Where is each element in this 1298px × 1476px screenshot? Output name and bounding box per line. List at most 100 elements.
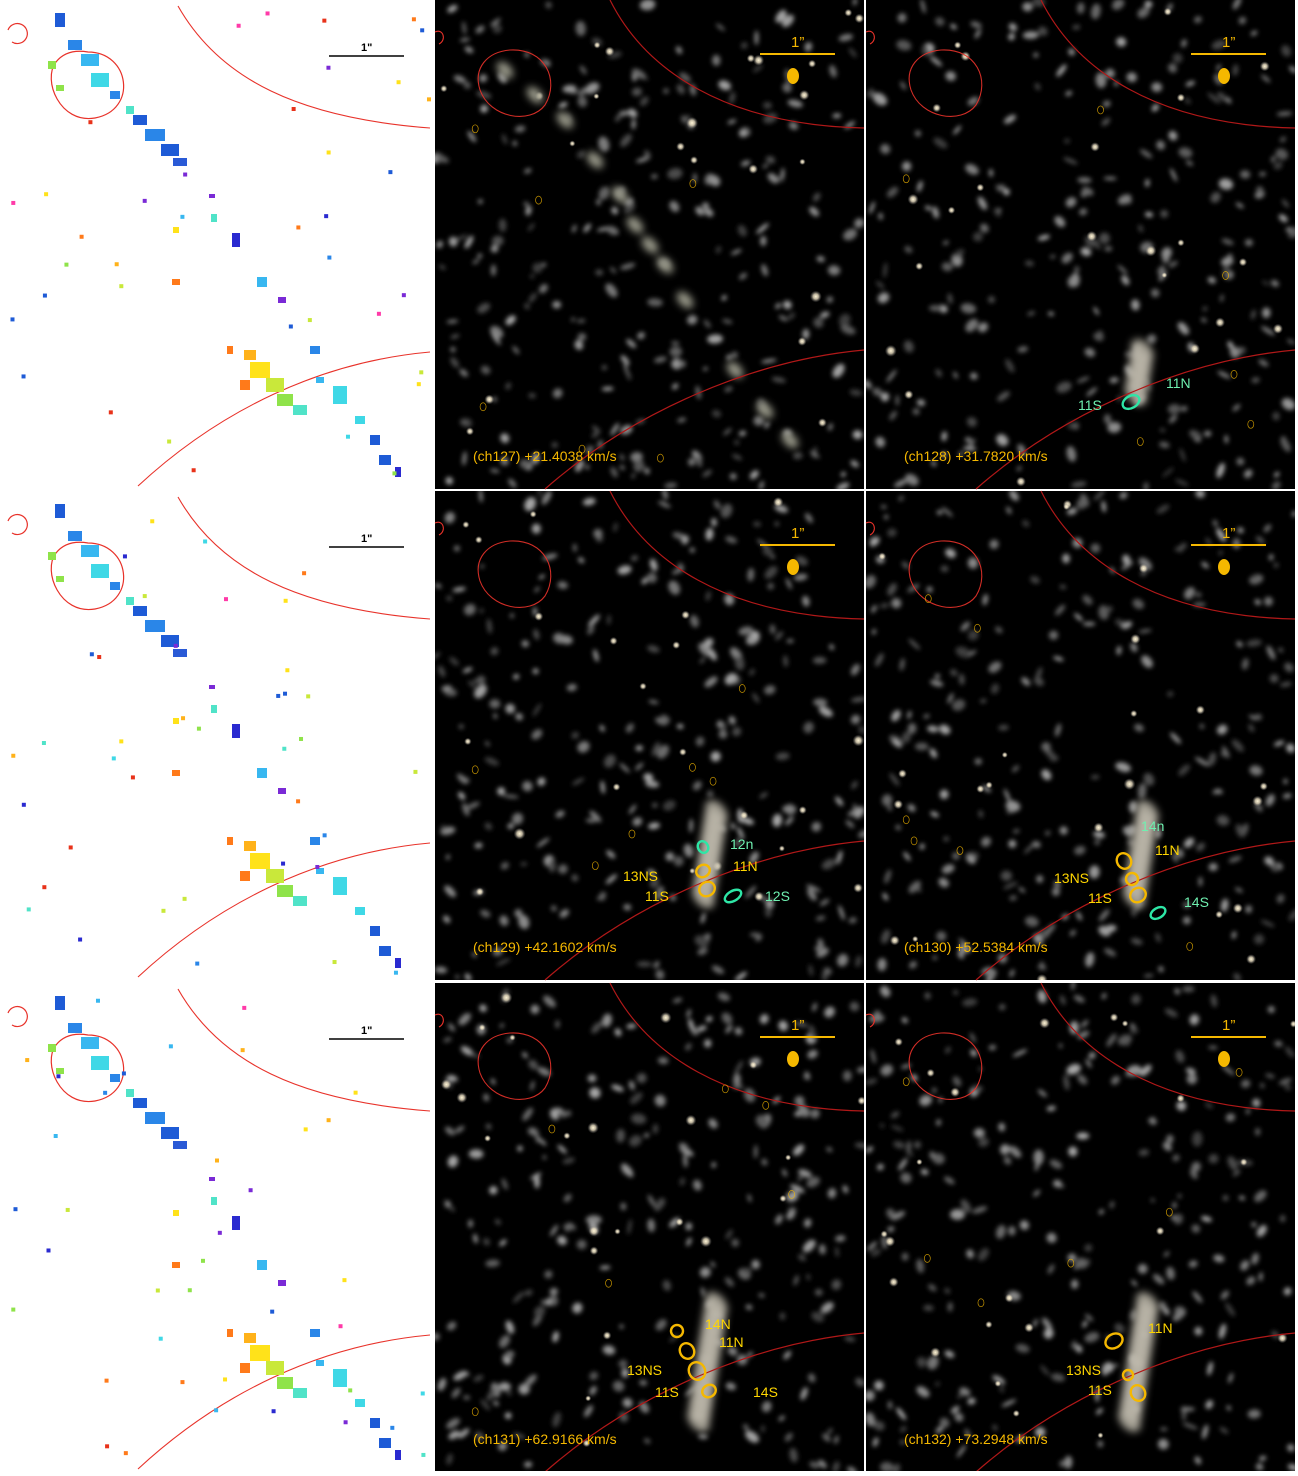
- region-circle: [477, 1032, 552, 1100]
- noise-blob: [620, 1202, 627, 1211]
- bright-speck: [1252, 795, 1264, 807]
- noise-blob: [1286, 339, 1295, 345]
- noise-blob: [705, 590, 711, 601]
- noise-blob: [689, 818, 694, 833]
- velocity-pixel: [277, 885, 293, 897]
- noise-blob: [936, 931, 947, 942]
- velocity-pixel: [392, 471, 397, 476]
- noise-blob: [936, 1119, 942, 1126]
- noise-blob: [1040, 1365, 1050, 1376]
- noise-blob: [974, 29, 981, 39]
- noise-blob: [1006, 506, 1012, 515]
- noise-blob: [1138, 557, 1152, 571]
- noise-blob: [572, 1302, 583, 1314]
- noise-blob: [503, 794, 519, 799]
- noise-blob: [765, 899, 775, 909]
- noise-blob: [905, 1150, 914, 1157]
- region-circle: [50, 1033, 125, 1103]
- noise-blob: [648, 699, 659, 705]
- noise-blob: [1189, 1014, 1200, 1026]
- noise-blob: [749, 470, 759, 480]
- noise-blob: [1216, 462, 1225, 478]
- velocity-pixel: [419, 370, 424, 375]
- noise-blob: [1210, 994, 1218, 1008]
- noise-blob: [447, 1155, 459, 1168]
- velocity-pixel: [316, 1360, 324, 1366]
- noise-blob: [548, 858, 556, 873]
- noise-blob: [747, 568, 755, 582]
- noise-blob: [1260, 1082, 1265, 1089]
- noise-blob: [529, 274, 535, 279]
- noise-blob: [866, 1412, 876, 1427]
- noise-blob: [655, 885, 665, 901]
- noise-blob: [676, 724, 684, 729]
- contour-ring: [628, 829, 636, 839]
- velocity-pixel: [227, 837, 233, 845]
- noise-blob: [562, 1157, 575, 1164]
- velocity-pixel: [104, 1378, 109, 1383]
- bright-speck: [1001, 751, 1008, 758]
- bright-speck: [587, 1122, 599, 1134]
- noise-blob: [998, 184, 1005, 191]
- noise-blob: [804, 1218, 812, 1228]
- noise-blob: [811, 821, 822, 832]
- noise-blob: [1003, 1156, 1012, 1165]
- noise-blob: [792, 452, 803, 460]
- velocity-pixel: [421, 1452, 426, 1457]
- noise-blob: [656, 744, 670, 759]
- noise-blob: [1008, 32, 1015, 41]
- velocity-pixel: [42, 885, 47, 890]
- critical-curve-top: [177, 988, 431, 1112]
- noise-blob: [1051, 887, 1060, 897]
- noise-blob: [1220, 294, 1224, 302]
- noise-blob: [698, 642, 711, 657]
- component-label: 11S: [645, 888, 669, 904]
- noise-blob: [530, 1080, 535, 1091]
- noise-blob: [435, 652, 441, 660]
- noise-blob: [890, 734, 898, 741]
- velocity-pixel: [145, 1112, 165, 1124]
- noise-blob: [875, 436, 886, 448]
- noise-blob: [636, 961, 652, 967]
- noise-blob: [832, 1461, 840, 1472]
- noise-blob: [577, 333, 587, 341]
- noise-blob: [609, 266, 617, 274]
- noise-blob: [1260, 920, 1275, 927]
- noise-blob: [932, 1153, 945, 1165]
- noise-blob: [1063, 157, 1078, 165]
- noise-blob: [866, 1241, 878, 1251]
- noise-blob: [835, 1246, 839, 1258]
- noise-blob: [527, 223, 535, 232]
- noise-blob: [486, 1388, 496, 1401]
- noise-blob: [687, 457, 696, 466]
- noise-blob: [1088, 1052, 1096, 1059]
- noise-blob: [499, 915, 509, 926]
- noise-blob: [901, 161, 912, 172]
- noise-blob: [1130, 938, 1143, 945]
- noise-blob: [1278, 647, 1284, 653]
- velocity-pixel: [145, 620, 165, 632]
- velocity-pixel: [55, 996, 65, 1010]
- noise-blob: [524, 1461, 533, 1468]
- noise-blob: [887, 1226, 895, 1233]
- noise-blob: [607, 614, 611, 625]
- noise-blob: [1221, 1065, 1235, 1076]
- noise-blob: [716, 720, 723, 728]
- noise-blob: [589, 1371, 599, 1381]
- noise-blob: [1098, 232, 1110, 244]
- noise-blob: [1021, 677, 1031, 686]
- velocity-pixel: [345, 434, 350, 439]
- noise-blob: [1201, 1216, 1212, 1222]
- noise-blob: [1220, 751, 1228, 757]
- bright-speck: [1097, 1432, 1104, 1439]
- noise-blob: [1022, 2, 1033, 12]
- noise-blob: [1137, 783, 1147, 799]
- noise-blob: [704, 1039, 712, 1048]
- velocity-pixel: [236, 23, 241, 28]
- noise-blob: [1096, 330, 1104, 342]
- noise-blob: [759, 480, 764, 489]
- scale-bar-label: 1": [361, 42, 372, 54]
- bright-speck: [880, 1230, 888, 1238]
- velocity-pixel: [307, 318, 312, 323]
- noise-blob: [843, 228, 858, 241]
